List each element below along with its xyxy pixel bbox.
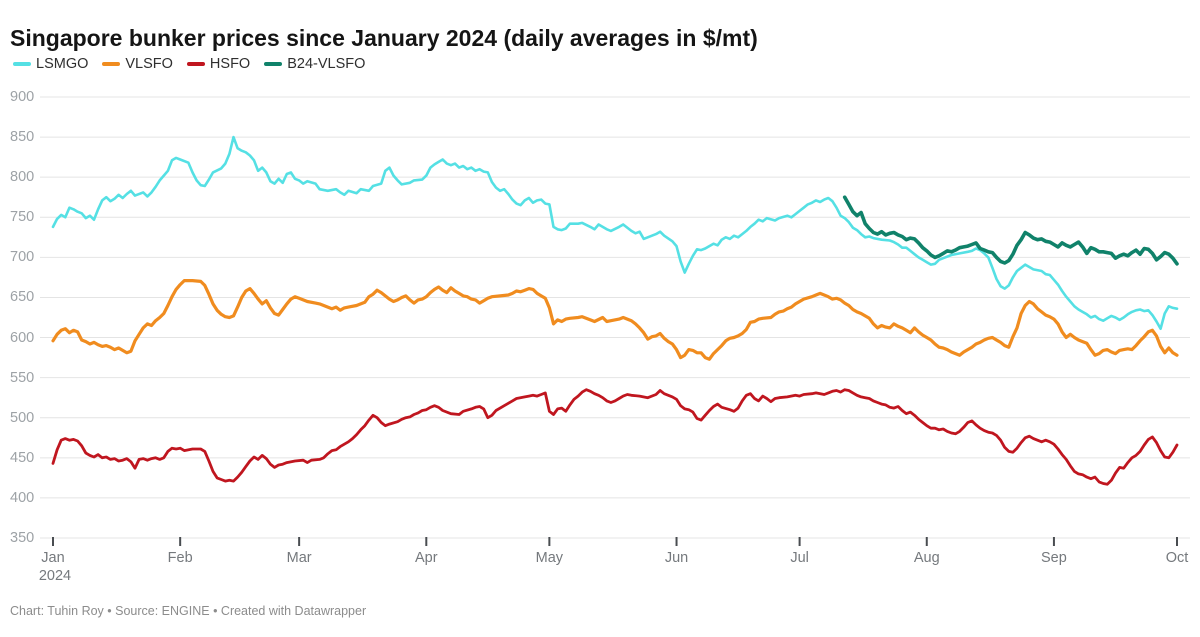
legend-item-b24-vlsfo: B24-VLSFO (264, 56, 365, 72)
legend-item-lsmgo: LSMGO (13, 56, 88, 72)
x-axis-label: Aug (913, 550, 940, 566)
y-axis-label: 350 (10, 530, 35, 546)
y-axis-label: 900 (10, 89, 35, 105)
x-axis-label: May (535, 550, 564, 566)
x-axis-label: Apr (415, 550, 438, 566)
x-axis-label: Sep (1041, 550, 1067, 566)
legend-label: LSMGO (36, 56, 89, 72)
legend-item-vlsfo: VLSFO (102, 56, 173, 72)
chart-footer-credit: Chart: Tuhin Roy • Source: ENGINE • Crea… (10, 604, 367, 618)
legend-swatch-icon (186, 62, 205, 66)
x-axis-label: Jan (41, 550, 65, 566)
x-axis-label: Jun (664, 550, 689, 566)
y-axis-label: 400 (10, 489, 35, 506)
y-axis-label: 750 (10, 209, 35, 226)
y-axis-label: 500 (10, 409, 35, 426)
y-axis-label: 650 (10, 289, 35, 306)
legend-label: B24-VLSFO (287, 56, 366, 72)
y-axis-label: 450 (10, 449, 35, 466)
legend-label: VLSFO (125, 56, 173, 72)
y-axis-label: 700 (10, 249, 35, 266)
x-axis-year-label: 2024 (38, 568, 72, 584)
x-axis-label: Feb (167, 550, 193, 566)
y-axis-label: 850 (10, 129, 35, 146)
x-axis-label: Oct (1165, 550, 1189, 566)
legend-label: HSFO (209, 56, 251, 72)
series-line-b24-vlsfo (842, 195, 1179, 266)
series-line-vlsfo (51, 279, 1179, 361)
y-axis-label: 600 (10, 329, 35, 346)
legend-item-hsfo: HSFO (186, 56, 251, 72)
page-title: Singapore bunker prices since January 20… (10, 25, 758, 52)
series-line-hsfo (51, 388, 1179, 486)
legend-swatch-icon (264, 62, 283, 66)
series-line-lsmgo (51, 135, 1179, 331)
legend-swatch-icon (13, 62, 31, 66)
y-axis-label: 800 (10, 169, 35, 186)
legend-swatch-icon (102, 62, 121, 66)
y-axis-label: 550 (10, 369, 35, 386)
x-axis-label: Mar (286, 550, 312, 566)
x-axis-label: Jul (790, 550, 809, 566)
legend: LSMGO VLSFO HSFO B24-VLSFO (13, 56, 365, 72)
